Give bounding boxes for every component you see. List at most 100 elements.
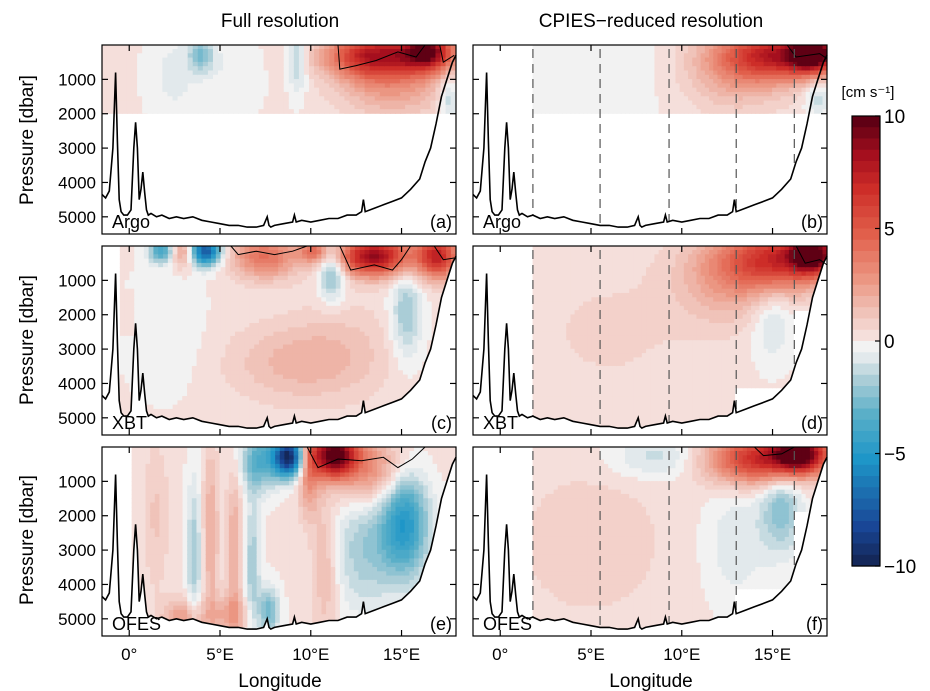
heat-cell xyxy=(637,91,643,98)
heat-cell xyxy=(253,66,260,72)
heat-cell xyxy=(570,182,575,187)
heat-cell xyxy=(650,161,655,166)
heat-cell xyxy=(218,113,224,114)
heat-cell xyxy=(549,126,554,131)
heat-cell xyxy=(579,139,584,144)
heat-cell xyxy=(400,57,406,63)
heat-cell xyxy=(344,182,350,187)
heat-cell xyxy=(549,148,554,153)
heat-cell xyxy=(243,212,249,217)
heat-cell xyxy=(228,122,234,127)
heat-cell xyxy=(549,61,555,67)
heat-cell xyxy=(430,169,436,174)
heat-cell xyxy=(375,182,381,187)
heat-cell xyxy=(420,109,427,114)
heat-cell xyxy=(288,61,295,67)
heat-cell xyxy=(553,66,559,72)
heat-cell xyxy=(126,53,133,59)
heat-cell xyxy=(583,122,588,127)
heat-cell xyxy=(303,100,310,106)
heat-cell xyxy=(329,131,335,136)
heat-cell xyxy=(537,208,542,213)
heat-cell xyxy=(137,122,143,127)
heat-cell xyxy=(355,199,361,204)
heat-cell xyxy=(288,57,295,63)
heat-cell xyxy=(604,48,610,55)
heat-cell xyxy=(549,156,554,161)
heat-cell xyxy=(570,174,575,179)
heat-cell xyxy=(574,83,580,89)
heat-cell xyxy=(243,48,250,55)
heat-cell xyxy=(274,178,280,183)
heat-cell xyxy=(675,148,680,153)
heat-cell xyxy=(233,45,240,50)
heat-cell xyxy=(218,212,224,217)
heat-cell xyxy=(654,61,660,67)
heat-cell xyxy=(638,139,643,144)
heat-cell xyxy=(662,104,668,110)
heat-cell xyxy=(365,126,371,131)
heat-cell xyxy=(334,225,340,230)
heat-cell xyxy=(579,156,584,161)
heat-cell xyxy=(641,79,647,85)
heat-cell xyxy=(620,104,626,110)
heat-cell xyxy=(274,131,280,136)
heat-cell xyxy=(591,87,597,93)
heat-cell xyxy=(344,79,351,85)
heat-cell xyxy=(319,212,325,217)
heat-cell xyxy=(441,131,447,136)
heat-cell xyxy=(197,100,204,106)
heat-cell xyxy=(688,91,694,98)
heat-cell xyxy=(684,143,689,148)
heat-cell xyxy=(223,126,229,131)
heat-cell xyxy=(142,48,149,55)
heat-cell xyxy=(532,96,538,102)
heat-cell xyxy=(288,83,295,89)
heat-cell xyxy=(294,191,300,196)
heat-cell xyxy=(202,53,209,59)
heat-cell xyxy=(207,109,214,114)
heat-cell xyxy=(575,199,580,204)
heat-cell xyxy=(208,139,214,144)
heat-cell xyxy=(641,53,647,59)
heat-cell xyxy=(566,152,571,157)
heat-cell xyxy=(147,195,153,200)
heat-cell xyxy=(263,83,270,89)
heat-cell xyxy=(177,53,184,59)
heat-cell xyxy=(587,104,593,110)
heat-cell xyxy=(334,221,340,226)
heat-cell xyxy=(309,161,315,166)
heat-cell xyxy=(600,148,605,153)
heat-cell xyxy=(671,70,677,76)
heat-cell xyxy=(233,217,239,222)
heat-cell xyxy=(106,45,113,50)
heat-cell xyxy=(595,70,601,76)
heat-cell xyxy=(659,199,664,204)
heat-cell xyxy=(375,208,381,213)
heat-cell xyxy=(553,70,559,76)
heat-cell xyxy=(389,57,396,63)
heat-cell xyxy=(198,212,204,217)
heat-cell xyxy=(671,87,677,93)
heat-cell xyxy=(591,182,596,187)
heat-cell xyxy=(570,135,575,140)
heat-cell xyxy=(319,191,325,196)
heat-cell xyxy=(445,109,452,114)
heat-cell xyxy=(324,191,330,196)
heat-cell xyxy=(324,83,331,89)
heat-cell xyxy=(541,45,547,50)
heat-cell xyxy=(389,74,396,80)
heat-cell xyxy=(621,186,626,191)
heat-cell xyxy=(212,79,219,85)
heat-cell xyxy=(344,74,351,80)
heat-cell xyxy=(570,61,576,67)
heat-cell xyxy=(445,100,452,106)
heat-cell xyxy=(617,126,622,131)
heat-cell xyxy=(162,45,169,50)
heat-cell xyxy=(167,174,173,179)
heat-cell xyxy=(344,191,350,196)
heat-cell xyxy=(116,96,123,102)
heat-cell xyxy=(705,174,710,179)
heat-cell xyxy=(314,156,320,161)
heat-cell xyxy=(269,169,275,174)
